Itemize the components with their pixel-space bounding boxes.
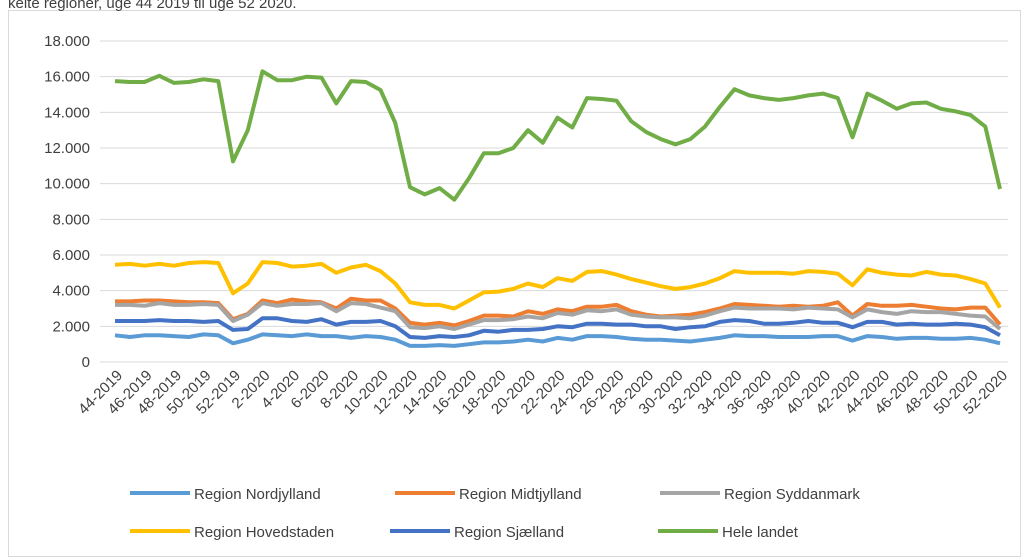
chart-title: kelte regioner, uge 44 2019 til uge 52 2… <box>8 0 297 12</box>
series-line <box>114 260 1002 311</box>
y-tick-label: 18.000 <box>44 33 90 50</box>
legend-label: Hele landet <box>722 524 799 541</box>
y-tick-label: 4.000 <box>52 283 90 300</box>
y-tick-label: 12.000 <box>44 140 90 157</box>
series-line <box>114 69 1002 202</box>
legend-label: Region Sjælland <box>454 524 564 541</box>
legend-label: Region Midtjylland <box>459 486 582 503</box>
series-line <box>114 332 1001 348</box>
legend-label: Region Hovedstaden <box>194 524 334 541</box>
legend-label: Region Nordjylland <box>194 486 321 503</box>
y-tick-label: 6.000 <box>52 247 90 264</box>
y-tick-label: 10.000 <box>44 176 90 193</box>
y-tick-label: 8.000 <box>52 211 90 228</box>
y-tick-label: 14.000 <box>44 104 90 121</box>
y-tick-label: 2.000 <box>52 318 90 335</box>
y-tick-label: 16.000 <box>44 69 90 86</box>
series-line <box>115 316 1001 340</box>
legend-label: Region Syddanmark <box>724 486 860 503</box>
series-line <box>115 301 1002 331</box>
y-tick-label: 0 <box>82 354 90 371</box>
